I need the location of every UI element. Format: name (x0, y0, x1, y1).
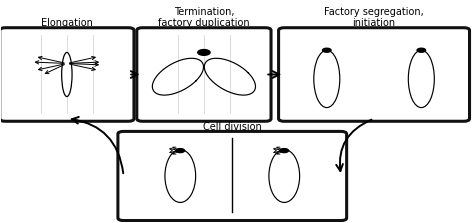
Ellipse shape (269, 149, 300, 202)
Ellipse shape (62, 52, 72, 97)
Circle shape (280, 149, 289, 153)
Text: Termination,
factory duplication: Termination, factory duplication (158, 6, 250, 28)
Text: Factory segregation,
initiation: Factory segregation, initiation (324, 6, 424, 28)
Circle shape (176, 149, 184, 153)
Circle shape (417, 48, 426, 52)
FancyBboxPatch shape (137, 28, 271, 121)
Text: Cell division: Cell division (203, 122, 262, 132)
Circle shape (322, 48, 331, 52)
FancyBboxPatch shape (279, 28, 470, 121)
Ellipse shape (314, 50, 340, 107)
Text: Elongation: Elongation (41, 18, 93, 28)
FancyBboxPatch shape (0, 28, 134, 121)
FancyBboxPatch shape (118, 131, 346, 221)
Ellipse shape (408, 50, 434, 107)
Circle shape (198, 50, 210, 55)
Ellipse shape (165, 149, 196, 202)
